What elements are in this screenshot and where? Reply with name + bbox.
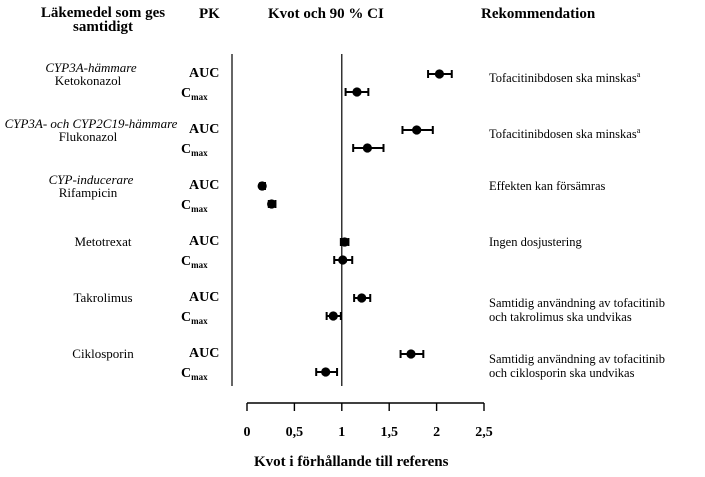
pk-label-cmax-main: C bbox=[181, 86, 192, 101]
ratio-point bbox=[328, 311, 338, 321]
header-ratio: Kvot och 90 % CI bbox=[268, 6, 384, 22]
pk-label-auc: AUC bbox=[189, 346, 220, 361]
ratio-point bbox=[267, 199, 277, 209]
ratio-point bbox=[340, 237, 350, 247]
recommendation-line: Samtidig användning av tofacitinib bbox=[489, 296, 666, 310]
recommendation-line: Tofacitinibdosen ska minskas bbox=[489, 127, 637, 142]
x-tick-label: 2 bbox=[433, 425, 441, 440]
drug-class-label: CYP3A-hämmare bbox=[45, 60, 137, 75]
pk-label-auc: AUC bbox=[189, 66, 220, 81]
recommendation-text: och takrolimus ska undvikas bbox=[489, 310, 632, 325]
recommendation-line: Ingen dosjustering bbox=[489, 235, 582, 249]
header-pk: PK bbox=[199, 6, 220, 22]
pk-label-cmax: Cmax bbox=[181, 86, 208, 102]
pk-label-cmax-sub: max bbox=[191, 92, 208, 102]
drug-name: Takrolimus bbox=[73, 290, 133, 305]
pk-label-cmax-sub: max bbox=[191, 148, 208, 158]
ratio-point bbox=[362, 143, 372, 153]
pk-label-cmax: Cmax bbox=[181, 254, 208, 270]
recommendation-text: Samtidig användning av tofacitinib bbox=[489, 296, 665, 311]
recommendation-text: Ingen dosjustering bbox=[489, 235, 582, 250]
pk-label-cmax: Cmax bbox=[181, 142, 208, 158]
recommendation-line: Effekten kan försämras bbox=[489, 179, 606, 193]
recommendation-line: och ciklosporin ska undvikas bbox=[489, 366, 635, 380]
drug-name: Ketokonazol bbox=[54, 73, 122, 88]
ratio-point bbox=[412, 125, 422, 135]
x-tick-label: 2,5 bbox=[475, 425, 493, 440]
ratio-point bbox=[357, 293, 367, 303]
pk-label-cmax-main: C bbox=[181, 142, 192, 157]
pk-label-cmax: Cmax bbox=[181, 198, 208, 214]
pk-label-cmax: Cmax bbox=[181, 310, 208, 326]
x-tick-label: 0,5 bbox=[285, 425, 304, 440]
drug-name: Metotrexat bbox=[74, 234, 132, 249]
pk-label-cmax-sub: max bbox=[191, 204, 208, 214]
pk-label-cmax-main: C bbox=[181, 254, 192, 269]
recommendation-text: Effekten kan försämras bbox=[489, 179, 605, 194]
x-tick-label: 1 bbox=[338, 425, 346, 440]
drug-class-label: CYP-inducerare bbox=[48, 172, 134, 187]
recommendation-line: Samtidig användning av tofacitinib bbox=[489, 352, 666, 366]
recommendation-line: Tofacitinibdosen ska minskas bbox=[489, 71, 637, 86]
ratio-point bbox=[338, 255, 348, 265]
drug-name: Rifampicin bbox=[58, 185, 118, 200]
x-axis-label: Kvot i förhållande till referens bbox=[254, 454, 449, 470]
ratio-point bbox=[321, 367, 331, 377]
pk-label-auc: AUC bbox=[189, 122, 220, 137]
pk-label-auc: AUC bbox=[189, 290, 220, 305]
recommendation-text: Samtidig användning av tofacitinib bbox=[489, 352, 665, 367]
drug-name: Flukonazol bbox=[58, 129, 118, 144]
pk-label-auc: AUC bbox=[189, 178, 220, 193]
x-tick-label: 1,5 bbox=[380, 425, 398, 440]
header-drug: Läkemedel som ges samtidigt bbox=[40, 5, 166, 35]
pk-label-cmax-sub: max bbox=[191, 260, 208, 270]
pk-label-cmax-main: C bbox=[181, 198, 192, 213]
recommendation-text: Tofacitinibdosen ska minskasa bbox=[489, 67, 640, 86]
pk-label-cmax-sub: max bbox=[191, 372, 208, 382]
ratio-point bbox=[257, 181, 267, 191]
pk-label-auc: AUC bbox=[189, 234, 220, 249]
x-tick-label: 0 bbox=[243, 425, 251, 440]
pk-label-cmax-main: C bbox=[181, 366, 192, 381]
recommendation-footnote-mark: a bbox=[636, 70, 641, 79]
drug-name: Ciklosporin bbox=[72, 346, 134, 361]
recommendation-footnote-mark: a bbox=[636, 126, 641, 135]
recommendation-text: och ciklosporin ska undvikas bbox=[489, 366, 634, 381]
pk-label-cmax-sub: max bbox=[191, 316, 208, 326]
drug-class-label: CYP3A- och CYP2C19-hämmare bbox=[4, 116, 178, 131]
pk-label-cmax-main: C bbox=[181, 310, 192, 325]
ratio-point bbox=[352, 87, 362, 97]
pk-label-cmax: Cmax bbox=[181, 366, 208, 382]
recommendation-text: Tofacitinibdosen ska minskasa bbox=[489, 123, 640, 142]
recommendation-line: och takrolimus ska undvikas bbox=[489, 310, 632, 324]
header-recommendation: Rekommendation bbox=[481, 6, 596, 22]
ratio-point bbox=[406, 349, 416, 359]
ratio-point bbox=[434, 69, 445, 79]
